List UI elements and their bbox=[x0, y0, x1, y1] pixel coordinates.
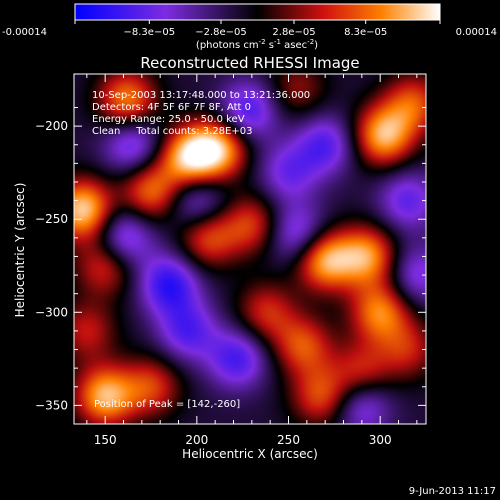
x-tick-label: 250 bbox=[277, 433, 300, 447]
heatmap-image bbox=[74, 74, 426, 424]
annotations: 10-Sep-2003 13:17:48.000 to 13:21:36.000… bbox=[92, 90, 310, 410]
y-tick-label: −250 bbox=[35, 212, 68, 226]
colorbar-gradient bbox=[74, 3, 441, 21]
y-tick-label: −350 bbox=[35, 398, 68, 412]
colorbar: -0.00014 −8.3e−05 −2.8e−05 2.8e−05 8.3e−05 0.… bbox=[2, 3, 497, 51]
colorbar-unit-label: (photons cm-2 s-1 asec-2) bbox=[196, 38, 318, 51]
colorbar-tick-label: −2.8e−05 bbox=[195, 27, 247, 38]
footer-date: 9-Jun-2013 11:17 bbox=[409, 486, 496, 497]
clean-total-counts-text: Clean Total counts: 3.28E+03 bbox=[92, 126, 252, 137]
plot-frame bbox=[73, 73, 427, 425]
colorbar-tick-label: −8.3e−05 bbox=[124, 27, 176, 38]
x-tick-label: 150 bbox=[94, 433, 117, 447]
detectors-text: Detectors: 4F 5F 6F 7F 8F, Att 0 bbox=[92, 102, 251, 113]
x-axis-label: Heliocentric X (arcsec) bbox=[182, 447, 318, 461]
y-tick-label: −300 bbox=[35, 305, 68, 319]
y-axis-label: Heliocentric Y (arcsec) bbox=[13, 183, 27, 318]
image-area: 150 200 250 300 −200 −250 −300 −350 bbox=[35, 73, 427, 447]
colorbar-tick-label: 0.00014 bbox=[456, 27, 497, 38]
x-tick-label: 200 bbox=[185, 433, 208, 447]
colorbar-ticks: -0.00014 −8.3e−05 −2.8e−05 2.8e−05 8.3e−05 0.… bbox=[2, 20, 497, 38]
peak-position-text: Position of Peak = [142,-260] bbox=[94, 399, 240, 410]
energy-range-text: Energy Range: 25.0 - 50.0 keV bbox=[92, 114, 245, 125]
colorbar-tick-label: 2.8e−05 bbox=[272, 27, 315, 38]
colorbar-tick-label: -0.00014 bbox=[2, 27, 47, 38]
x-tick-label: 300 bbox=[369, 433, 392, 447]
axis-ticks: 150 200 250 300 −200 −250 −300 −350 bbox=[35, 74, 426, 447]
chart-title: Reconstructed RHESSI Image bbox=[140, 54, 359, 72]
y-tick-label: −200 bbox=[35, 119, 68, 133]
colorbar-tick-label: 8.3e−05 bbox=[344, 27, 387, 38]
time-range-text: 10-Sep-2003 13:17:48.000 to 13:21:36.000 bbox=[92, 90, 310, 101]
